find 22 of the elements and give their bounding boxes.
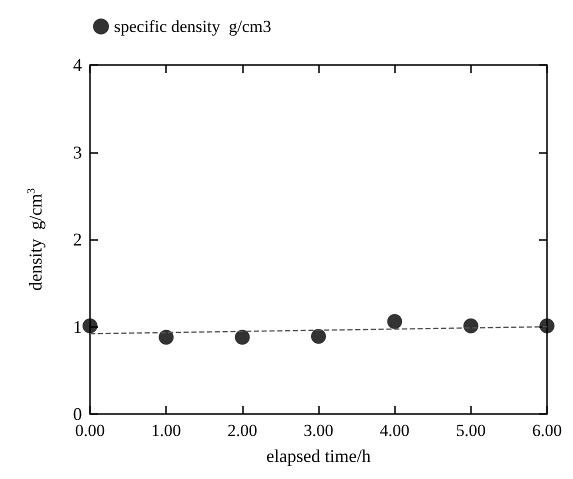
legend-label: specific density g/cm3: [114, 17, 272, 36]
y-tick-label: 1: [73, 316, 82, 337]
point: [387, 314, 402, 330]
x-tick-label: 4.00: [380, 421, 410, 440]
y-tick-label: 2: [73, 230, 82, 250]
point: [311, 328, 326, 344]
y-tick-label: 3: [73, 142, 82, 162]
y-tick-label: 4: [73, 55, 82, 75]
x-tick-label: 1.00: [151, 421, 182, 440]
x-tick-label: 2.00: [227, 421, 258, 440]
x-tick-label: 5.00: [456, 421, 486, 440]
point: [234, 330, 250, 345]
point: [540, 318, 554, 334]
x-tick-label: 6.00: [532, 421, 562, 440]
x-tick-label: 3.00: [304, 421, 334, 440]
y-tick-label: 0: [73, 404, 82, 424]
x-tick-label: 0.00: [75, 421, 105, 440]
point: [463, 318, 478, 334]
y-axis-title: density g/cm3: [26, 188, 46, 291]
x-axis-title: elapsed time/h: [266, 446, 371, 466]
point: [82, 318, 98, 334]
point: [158, 330, 174, 345]
